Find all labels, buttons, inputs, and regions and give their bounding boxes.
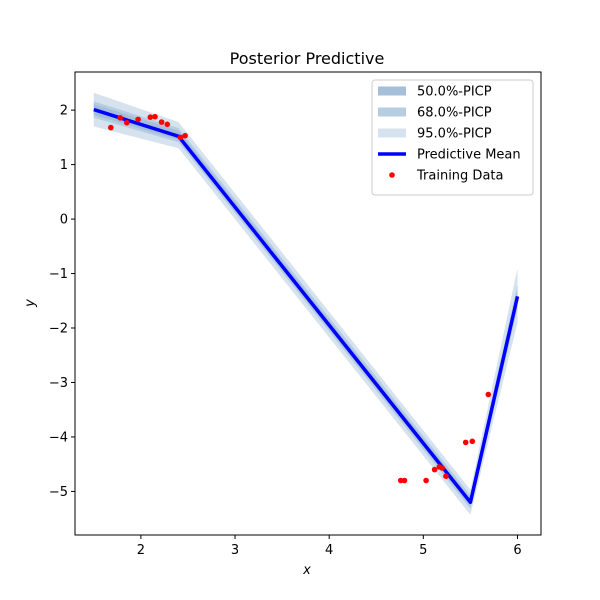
training-data-point [117, 115, 123, 121]
training-data-point [443, 473, 449, 480]
legend-label-68-0-picp: 68.0%-PICP [417, 106, 492, 121]
legend-box [371, 79, 534, 196]
y-tick-label: −4 [49, 430, 68, 445]
training-data-point [152, 113, 158, 120]
band-95-0-picp [93, 92, 518, 515]
x-tick-label: 5 [419, 543, 427, 558]
chart-title: Posterior Predictive [230, 49, 385, 68]
legend-swatch-training-data [389, 172, 395, 178]
y-axis-label: y [23, 299, 38, 308]
predictive-mean-line [93, 107, 520, 505]
training-data-point [431, 466, 438, 473]
plot-series [93, 92, 520, 515]
y-tick-label: −5 [49, 485, 68, 500]
y-tick-label: 2 [60, 104, 68, 119]
x-tick-label: 6 [513, 543, 521, 558]
training-data-point [439, 465, 446, 471]
legend-label-training-data: Training Data [416, 169, 503, 184]
training-data-point [147, 114, 154, 120]
training-data-point [182, 132, 188, 139]
training-data-point [158, 119, 165, 125]
training-data-point [108, 124, 114, 131]
legend-label-95-0-picp: 95.0%-PICP [417, 127, 492, 142]
training-data-point [462, 439, 469, 446]
plot-area [93, 92, 520, 515]
training-data-point [423, 477, 429, 484]
training-data-point [401, 477, 408, 484]
training-data-point [177, 134, 184, 141]
y-tick-label: −1 [49, 267, 68, 282]
x-tick-label: 2 [137, 543, 145, 558]
y-tick-label: −2 [49, 322, 68, 337]
legend-label-predictive-mean: Predictive Mean [417, 148, 521, 163]
y-tick-label: −3 [49, 376, 68, 391]
axes-frame [74, 71, 542, 536]
legend-swatch-95-0-picp [378, 128, 406, 138]
training-data-point [135, 116, 141, 123]
axis-ticks: 2 3 4 5 6 −5 −4 −3 −2 −1 0 1 2 [49, 104, 522, 558]
training-data-point [164, 121, 171, 128]
legend-swatch-68-0-picp [378, 107, 406, 117]
training-data-point [485, 391, 492, 398]
y-tick-label: 1 [60, 158, 68, 173]
legend: 50.0%-PICP 68.0%-PICP 95.0%-PICP Predictive… [371, 79, 534, 196]
x-tick-label: 4 [325, 543, 333, 558]
legend-swatch-50-0-picp [378, 86, 406, 96]
training-data-point [124, 119, 130, 126]
legend-label-50-0-picp: 50.0%-PICP [417, 85, 492, 100]
y-tick-label: 0 [60, 213, 68, 228]
training-data-point [469, 438, 476, 445]
x-axis-label: x [302, 563, 311, 578]
x-tick-label: 3 [231, 543, 239, 558]
